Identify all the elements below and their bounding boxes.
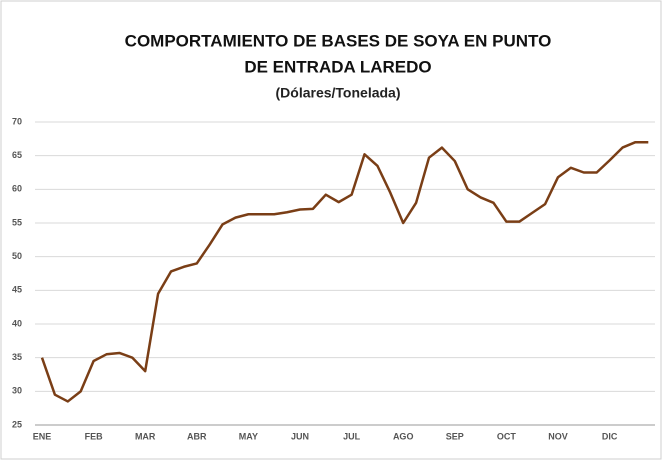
y-tick-label: 30	[12, 386, 22, 396]
x-tick-label: FEB	[85, 431, 104, 441]
y-tick-label: 25	[12, 419, 22, 429]
x-tick-label: NOV	[548, 431, 568, 441]
x-tick-label: JUN	[291, 431, 309, 441]
x-tick-label: ENE	[33, 431, 52, 441]
x-tick-label: DIC	[602, 431, 618, 441]
y-tick-label: 70	[12, 116, 22, 126]
y-tick-label: 55	[12, 217, 22, 227]
x-tick-label: AGO	[393, 431, 414, 441]
y-tick-label: 60	[12, 184, 22, 194]
x-tick-label: MAY	[239, 431, 258, 441]
x-tick-label: JUL	[343, 431, 361, 441]
y-tick-label: 35	[12, 352, 22, 362]
y-tick-label: 40	[12, 318, 22, 328]
x-tick-label: OCT	[497, 431, 517, 441]
y-tick-label: 65	[12, 150, 22, 160]
y-tick-label: 45	[12, 285, 22, 295]
x-tick-label: MAR	[135, 431, 156, 441]
chart-title: COMPORTAMIENTO DE BASES DE SOYA EN PUNTO	[125, 31, 552, 50]
y-tick-label: 50	[12, 251, 22, 261]
chart-title: DE ENTRADA LAREDO	[244, 57, 431, 76]
data-line	[40, 140, 649, 403]
chart-subtitle: (Dólares/Tonelada)	[276, 85, 401, 101]
x-tick-label: SEP	[446, 431, 464, 441]
x-tick-label: ABR	[187, 431, 207, 441]
